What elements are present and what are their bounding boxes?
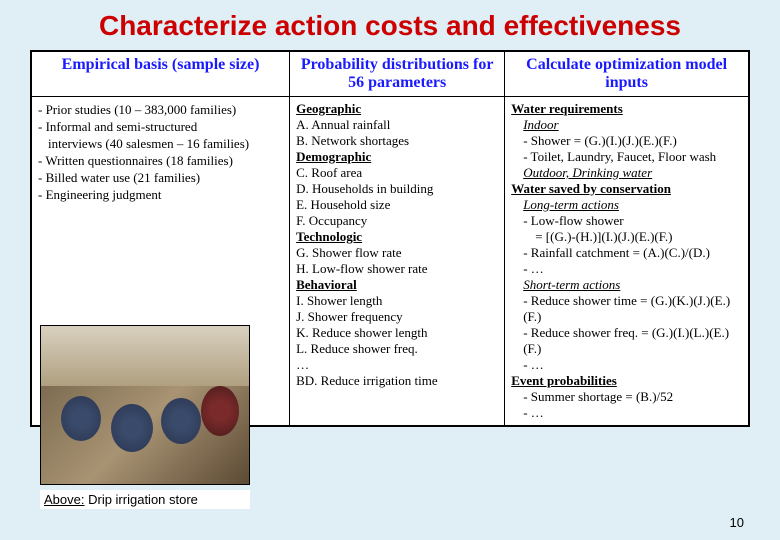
category-label: Demographic	[296, 149, 498, 165]
param-item: F. Occupancy	[296, 213, 498, 229]
photo-caption: Above: Drip irrigation store	[40, 490, 250, 509]
param-item: B. Network shortages	[296, 133, 498, 149]
param-item: …	[296, 357, 498, 373]
param-item: K. Reduce shower length	[296, 325, 498, 341]
line: - Reduce shower time = (G.)(K.)(J.)(E.)(…	[511, 293, 742, 325]
section-label: Water requirements	[511, 101, 742, 117]
caption-text: Drip irrigation store	[84, 492, 197, 507]
line: - Summer shortage = (B.)/52	[511, 389, 742, 405]
col1-line: - Engineering judgment	[38, 187, 283, 203]
col-header-2: Probability distributions for 56 paramet…	[290, 52, 505, 97]
param-item: BD. Reduce irrigation time	[296, 373, 498, 389]
param-item: J. Shower frequency	[296, 309, 498, 325]
line: - …	[511, 261, 742, 277]
category-label: Geographic	[296, 101, 498, 117]
col1-line: - Billed water use (21 families)	[38, 170, 283, 186]
section-label: Event probabilities	[511, 373, 742, 389]
col1-line: - Prior studies (10 – 383,000 families)	[38, 102, 283, 118]
subsection-label: Long-term actions	[511, 197, 742, 213]
col2-cell: GeographicA. Annual rainfallB. Network s…	[290, 97, 505, 426]
line: - Toilet, Laundry, Faucet, Floor wash	[511, 149, 742, 165]
line: - …	[511, 357, 742, 373]
line: - Shower = (G.)(I.)(J.)(E.)(F.)	[511, 133, 742, 149]
subsection-label: Short-term actions	[511, 277, 742, 293]
line: = [(G.)-(H.)](I.)(J.)(E.)(F.)	[511, 229, 742, 245]
line: - …	[511, 405, 742, 421]
param-item: C. Roof area	[296, 165, 498, 181]
param-item: E. Household size	[296, 197, 498, 213]
category-label: Technologic	[296, 229, 498, 245]
col1-line: - Written questionnaires (18 families)	[38, 153, 283, 169]
subsection-label: Indoor	[511, 117, 742, 133]
col3-cell: Water requirementsIndoor- Shower = (G.)(…	[505, 97, 749, 426]
param-item: L. Reduce shower freq.	[296, 341, 498, 357]
line: - Reduce shower freq. = (G.)(I.)(L.)(E.)…	[511, 325, 742, 357]
col-header-3: Calculate optimization model inputs	[505, 52, 749, 97]
line: - Low-flow shower	[511, 213, 742, 229]
section-label: Water saved by conservation	[511, 181, 742, 197]
line: - Rainfall catchment = (A.)(C.)/(D.)	[511, 245, 742, 261]
col1-line: - Informal and semi-structured	[38, 119, 283, 135]
col-header-1: Empirical basis (sample size)	[32, 52, 290, 97]
slide-number: 10	[730, 515, 744, 530]
slide-title: Characterize action costs and effectiven…	[0, 0, 780, 50]
category-label: Behavioral	[296, 277, 498, 293]
caption-prefix: Above:	[44, 492, 84, 507]
param-item: D. Households in building	[296, 181, 498, 197]
param-item: A. Annual rainfall	[296, 117, 498, 133]
subsection-label: Outdoor, Drinking water	[511, 165, 742, 181]
col1-line: interviews (40 salesmen – 16 families)	[38, 136, 283, 152]
param-item: H. Low-flow shower rate	[296, 261, 498, 277]
param-item: I. Shower length	[296, 293, 498, 309]
photo-drip-irrigation-store	[40, 325, 250, 485]
param-item: G. Shower flow rate	[296, 245, 498, 261]
